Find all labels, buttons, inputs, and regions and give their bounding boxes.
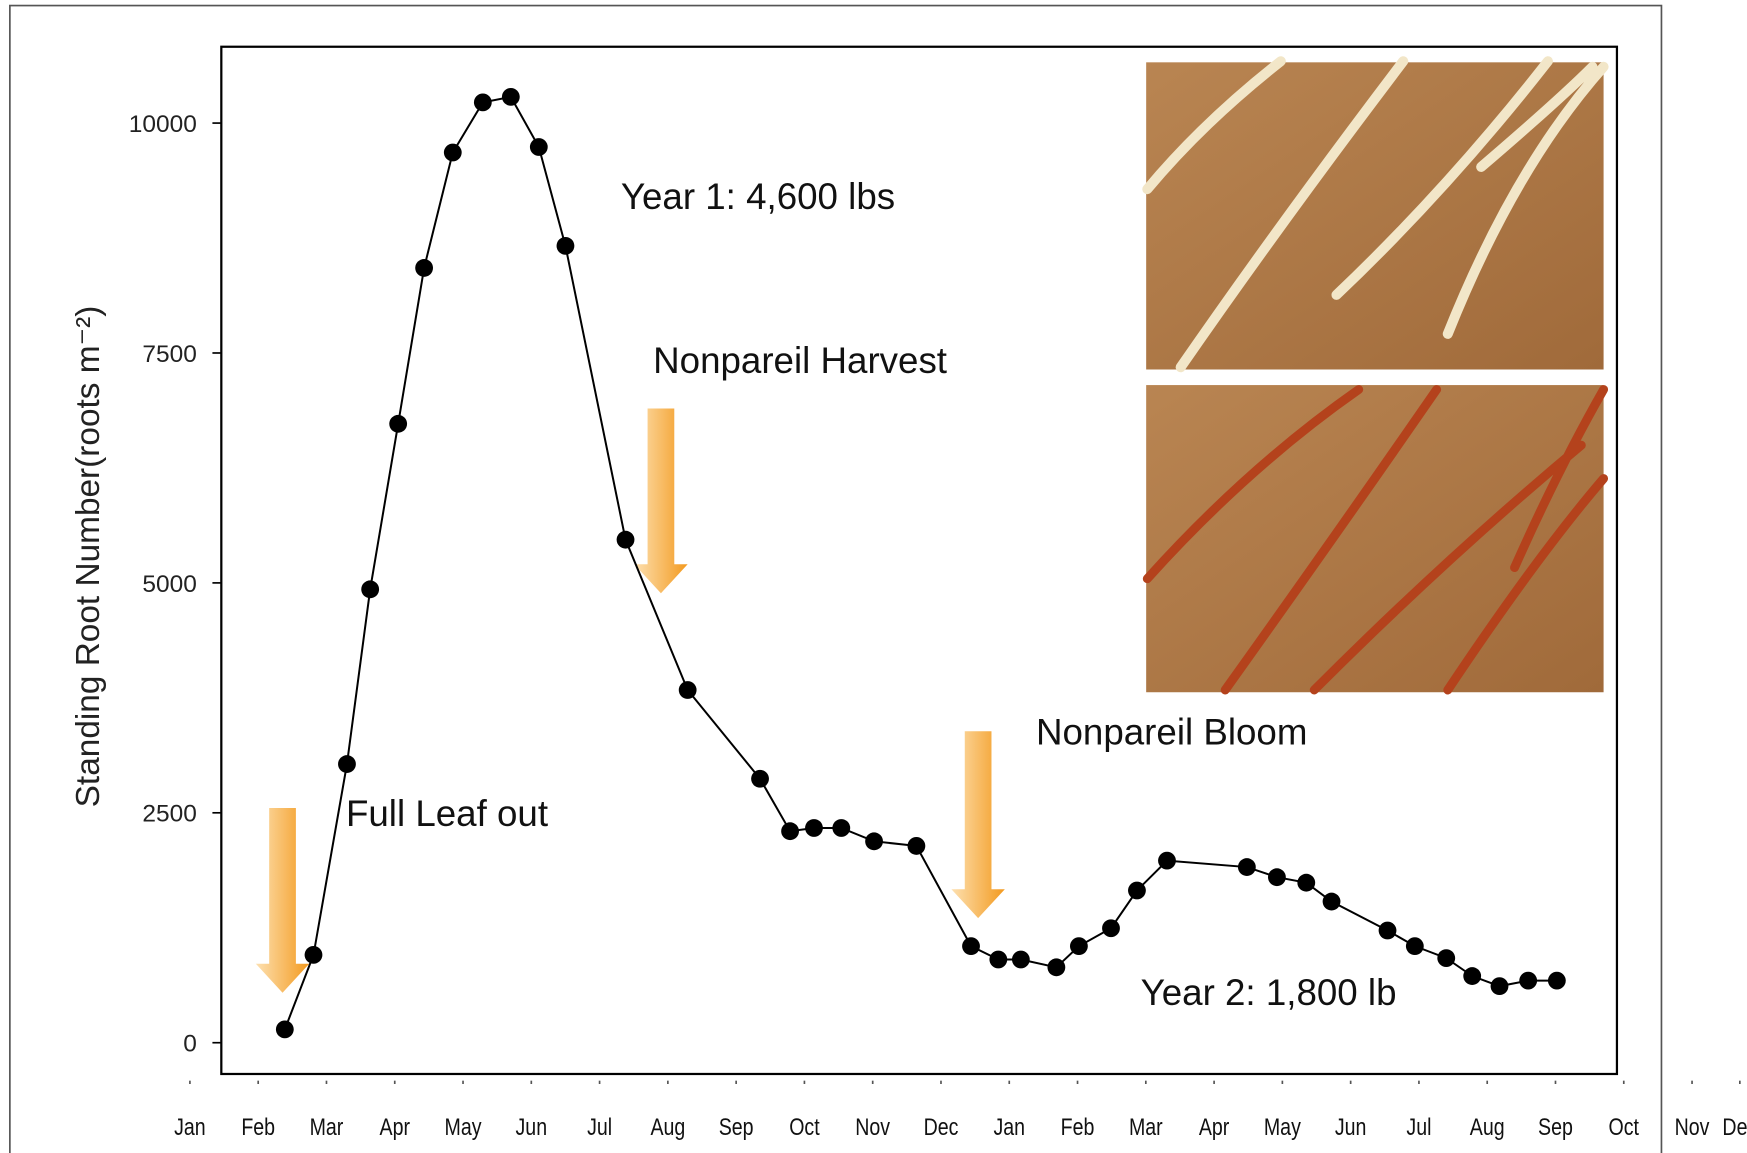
annotation: Nonpareil Harvest [653,340,947,381]
point [361,580,379,598]
photo-top [1145,61,1605,370]
annotation: Full Leaf out [346,793,548,834]
chart: Standing Root Number(roots m⁻²) 0 2500 500… [0,0,1747,1153]
x-tick-label: Jan [993,1113,1025,1141]
point [530,138,548,156]
x-tick-label: Feb [241,1113,275,1141]
point [1238,858,1256,876]
x-tick-label: May [1264,1113,1302,1141]
y-tick-label: 7500 [142,341,196,368]
point [305,946,323,964]
point [338,755,356,773]
photo-bottom [1145,384,1605,693]
x-tick-label: Sep [719,1113,754,1141]
x-tick-label: Aug [650,1113,685,1141]
point [276,1020,294,1038]
x-tick-label: Oct [1609,1113,1639,1141]
point [907,837,925,855]
annotation: Nonpareil Bloom [1036,712,1307,753]
x-tick-label: Apr [380,1113,411,1141]
point [1047,958,1065,976]
point [1297,874,1315,892]
x-tick-label: Feb [1061,1113,1095,1141]
point [1437,949,1455,967]
point [1519,972,1537,990]
x-tick-label: Mar [1129,1113,1163,1141]
point [474,93,492,111]
x-tick-label: Sep [1538,1113,1573,1141]
y-tick-label: 5000 [142,571,196,598]
point [1548,972,1566,990]
point [1158,852,1176,870]
x-tick-label: Aug [1470,1113,1505,1141]
point [1012,951,1030,969]
point [415,259,433,277]
x-tick-label: Jun [516,1113,548,1141]
x-tick-label: Mar [310,1113,344,1141]
point [1379,922,1397,940]
point [832,819,850,837]
point [781,822,799,840]
y-tick-label: 2500 [142,801,196,828]
point [1463,967,1481,985]
point [1491,977,1509,995]
point [805,819,823,837]
x-tick-label: Apr [1199,1113,1230,1141]
point [1128,882,1146,900]
point [389,415,407,433]
x-tick-label: Dec [1722,1113,1747,1141]
annotation: Year 1: 4,600 lbs [621,176,895,217]
point [679,681,697,699]
x-tick-label: May [445,1113,483,1141]
point [444,144,462,162]
annotation: Year 2: 1,800 lb [1141,972,1397,1013]
y-axis-label: Standing Root Number(roots m⁻²) [70,306,107,808]
point [1323,893,1341,911]
x-tick-label: Oct [789,1113,819,1141]
x-tick-label: Jun [1335,1113,1367,1141]
x-tick-label: Jul [587,1113,612,1141]
point [1070,937,1088,955]
point [1102,919,1120,937]
point [557,237,575,255]
point [865,832,883,850]
y-tick-label: 0 [183,1031,197,1058]
point [989,951,1007,969]
point [962,937,980,955]
point [751,770,769,788]
point [1268,868,1286,886]
point [617,531,635,549]
x-tick-label: Jan [174,1113,206,1141]
x-tick-label: Nov [1675,1113,1710,1141]
x-tick-label: Nov [855,1113,890,1141]
x-tick-label: Dec [924,1113,959,1141]
point [1406,937,1424,955]
y-tick-label: 10000 [129,111,197,138]
point [502,88,520,106]
x-tick-label: Jul [1406,1113,1431,1141]
